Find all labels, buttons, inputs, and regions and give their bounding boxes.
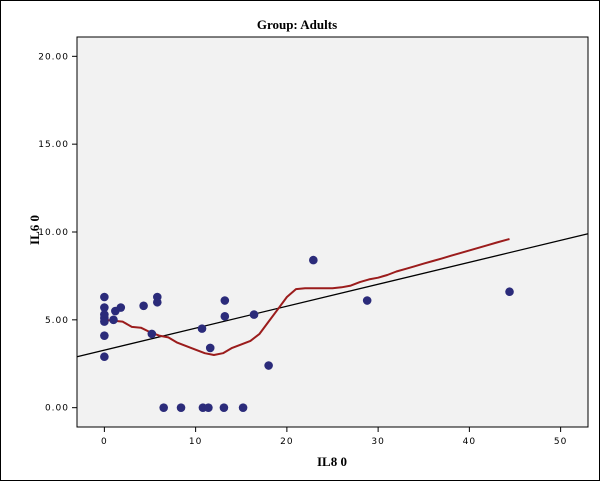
y-axis-label: IL6 0	[27, 215, 42, 245]
data-point	[100, 292, 109, 302]
data-point	[505, 287, 514, 297]
data-point	[153, 297, 162, 307]
data-point	[139, 301, 148, 311]
data-point	[159, 403, 168, 412]
data-point	[100, 331, 109, 340]
x-tick-label: 20	[280, 437, 293, 447]
y-tick-label: 15.00	[38, 140, 69, 150]
data-point	[176, 403, 186, 412]
chart-lines	[76, 233, 589, 358]
axis-ticks: 0 10 20 30 40 50 0.00 5.00 10.00 15.00 20.00	[38, 52, 567, 447]
data-point	[197, 324, 207, 333]
data-point	[109, 315, 118, 325]
data-point	[220, 312, 230, 321]
plot-area	[76, 36, 589, 428]
data-point	[204, 403, 213, 412]
data-points	[100, 255, 514, 412]
data-point	[219, 403, 229, 412]
data-point	[220, 296, 230, 305]
y-tick-label: 5.00	[45, 316, 69, 326]
data-point	[238, 403, 248, 412]
y-tick-label: 10.00	[38, 228, 69, 238]
y-tick-label: 0.00	[45, 404, 69, 414]
x-tick-label: 40	[463, 437, 476, 447]
data-point	[147, 329, 157, 339]
data-point	[100, 303, 109, 312]
data-point	[100, 352, 109, 362]
data-point	[205, 343, 215, 353]
x-tick-label: 30	[371, 437, 384, 447]
data-point	[264, 361, 273, 370]
chart-title: Group: Adults	[257, 17, 337, 32]
data-point	[362, 296, 372, 305]
y-tick-label: 20.00	[38, 52, 69, 62]
data-point	[116, 303, 126, 312]
data-point	[309, 255, 318, 265]
data-point	[249, 310, 259, 319]
x-axis-label: IL8 0	[317, 454, 347, 469]
loess-curve	[104, 238, 510, 356]
x-tick-label: 50	[554, 437, 567, 447]
data-point	[100, 317, 109, 326]
x-tick-label: 0	[101, 437, 108, 447]
x-tick-label: 10	[189, 437, 202, 447]
